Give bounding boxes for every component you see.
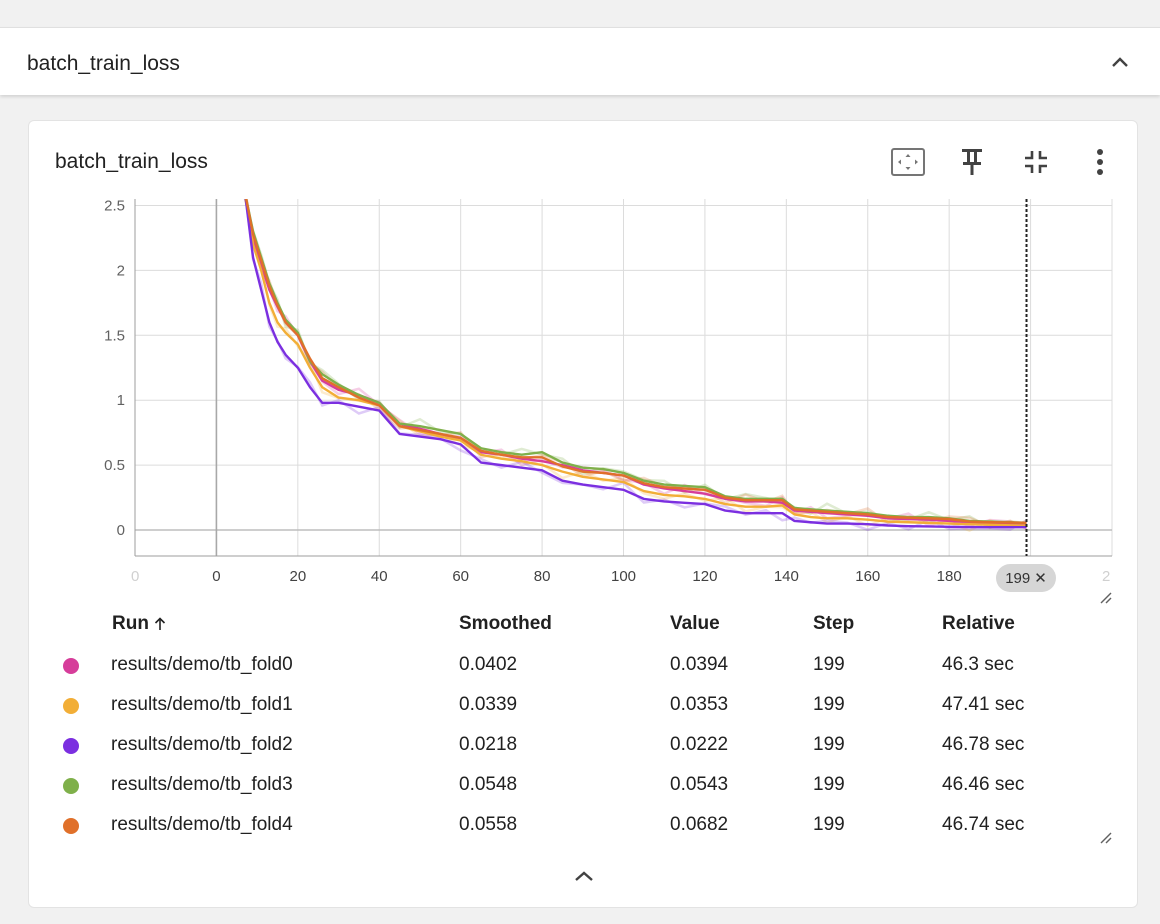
value-cell: 0.0682 bbox=[670, 814, 729, 835]
collapse-chart-icon bbox=[1025, 151, 1047, 173]
smoothed-cell: 0.0339 bbox=[459, 694, 518, 715]
x-tick-label: 60 bbox=[452, 568, 469, 585]
value-cell: 0.0543 bbox=[670, 774, 729, 795]
x-tick-label: 40 bbox=[371, 568, 388, 585]
value-cell: 0.0222 bbox=[670, 734, 729, 755]
resize-handle-icon[interactable] bbox=[1099, 831, 1113, 845]
y-tick-label: 2.5 bbox=[104, 197, 125, 214]
x-tick-label: 140 bbox=[774, 568, 799, 585]
step-cell: 199 bbox=[813, 734, 845, 755]
step-cursor-chip[interactable]: 199 ✕ bbox=[996, 564, 1056, 592]
arrow-up-icon bbox=[154, 617, 166, 630]
more-vert-icon bbox=[1097, 149, 1103, 175]
step-column-header[interactable]: Step bbox=[813, 613, 855, 634]
x-tick-label: 0 bbox=[212, 568, 220, 585]
table-row[interactable]: results/demo/tb_fold3 0.0548 0.0543 199 46.4… bbox=[29, 765, 1139, 805]
run-color-dot[interactable] bbox=[63, 778, 79, 794]
chart-card: batch_train_loss bbox=[28, 120, 1138, 908]
table-row[interactable]: results/demo/tb_fold4 0.0558 0.0682 199 46.7… bbox=[29, 805, 1139, 845]
run-cell: results/demo/tb_fold3 bbox=[111, 774, 293, 795]
run-color-dot[interactable] bbox=[63, 698, 79, 714]
y-tick-label: 1.5 bbox=[104, 327, 125, 344]
x-tick-label: 120 bbox=[692, 568, 717, 585]
relative-cell: 47.41 sec bbox=[942, 694, 1025, 715]
series-line bbox=[245, 199, 1027, 525]
y-tick-label: 0 bbox=[117, 522, 125, 539]
chevron-up-icon bbox=[575, 871, 593, 881]
collapse-chart-button[interactable] bbox=[1017, 143, 1055, 181]
step-cell: 199 bbox=[813, 654, 845, 675]
run-cell: results/demo/tb_fold1 bbox=[111, 694, 293, 715]
run-cell: results/demo/tb_fold0 bbox=[111, 654, 293, 675]
run-cell: results/demo/tb_fold2 bbox=[111, 734, 293, 755]
value-cell: 0.0353 bbox=[670, 694, 729, 715]
close-icon[interactable]: ✕ bbox=[1034, 570, 1047, 587]
step-cell: 199 bbox=[813, 814, 845, 835]
more-options-button[interactable] bbox=[1081, 143, 1119, 181]
fit-to-data-button[interactable] bbox=[889, 143, 927, 181]
relative-cell: 46.46 sec bbox=[942, 774, 1025, 795]
chart-title: batch_train_loss bbox=[55, 150, 208, 173]
table-row[interactable]: results/demo/tb_fold2 0.0218 0.0222 199 46.7… bbox=[29, 725, 1139, 765]
collapse-section-button[interactable] bbox=[1104, 48, 1136, 76]
step-cell: 199 bbox=[813, 774, 845, 795]
resize-handle-icon[interactable] bbox=[1099, 591, 1113, 605]
y-tick-label: 2 bbox=[117, 262, 125, 279]
y-tick-label: 0.5 bbox=[104, 457, 125, 474]
series-line bbox=[244, 199, 1027, 529]
x-tick-label: 80 bbox=[534, 568, 551, 585]
y-tick-label: 1 bbox=[117, 392, 125, 409]
x-tick-label: 160 bbox=[855, 568, 880, 585]
fit-to-data-icon bbox=[891, 148, 925, 176]
run-cell: results/demo/tb_fold4 bbox=[111, 814, 293, 835]
x-tick-label: 100 bbox=[611, 568, 636, 585]
cursor-step-label: 199 bbox=[1005, 569, 1031, 587]
smoothed-cell: 0.0548 bbox=[459, 774, 518, 795]
pin-icon bbox=[962, 149, 982, 175]
section-header: batch_train_loss bbox=[0, 27, 1160, 95]
smoothed-cell: 0.0402 bbox=[459, 654, 518, 675]
relative-column-header[interactable]: Relative bbox=[942, 613, 1015, 634]
expand-table-button[interactable] bbox=[569, 861, 599, 891]
section-title: batch_train_loss bbox=[27, 52, 180, 75]
table-row[interactable]: results/demo/tb_fold0 0.0402 0.0394 199 46.3… bbox=[29, 645, 1139, 685]
chevron-up-icon bbox=[1112, 57, 1128, 67]
series-line bbox=[244, 199, 1027, 527]
smoothed-cell: 0.0218 bbox=[459, 734, 518, 755]
line-chart[interactable]: 0 0.5 1 1.5 2 2.5 0 20 40 60 80 100 120 140 160 180 0 2 bbox=[29, 121, 1139, 591]
value-cell: 0.0394 bbox=[670, 654, 729, 675]
run-color-dot[interactable] bbox=[63, 818, 79, 834]
value-column-header[interactable]: Value bbox=[670, 613, 720, 634]
run-color-dot[interactable] bbox=[63, 658, 79, 674]
run-column-header[interactable]: Run bbox=[112, 613, 167, 635]
series-line bbox=[244, 199, 1027, 527]
run-color-dot[interactable] bbox=[63, 738, 79, 754]
series-line bbox=[244, 199, 1027, 524]
step-cell: 199 bbox=[813, 694, 845, 715]
pin-button[interactable] bbox=[953, 143, 991, 181]
relative-cell: 46.3 sec bbox=[942, 654, 1014, 675]
x-tick-label-faint: 0 bbox=[131, 568, 139, 585]
smoothed-column-header[interactable]: Smoothed bbox=[459, 613, 552, 634]
relative-cell: 46.74 sec bbox=[942, 814, 1025, 835]
x-tick-label: 180 bbox=[937, 568, 962, 585]
x-tick-label: 20 bbox=[289, 568, 306, 585]
relative-cell: 46.78 sec bbox=[942, 734, 1025, 755]
smoothed-cell: 0.0558 bbox=[459, 814, 518, 835]
x-tick-label-faint: 2 bbox=[1102, 568, 1110, 585]
table-row[interactable]: results/demo/tb_fold1 0.0339 0.0353 199 47.4… bbox=[29, 685, 1139, 725]
